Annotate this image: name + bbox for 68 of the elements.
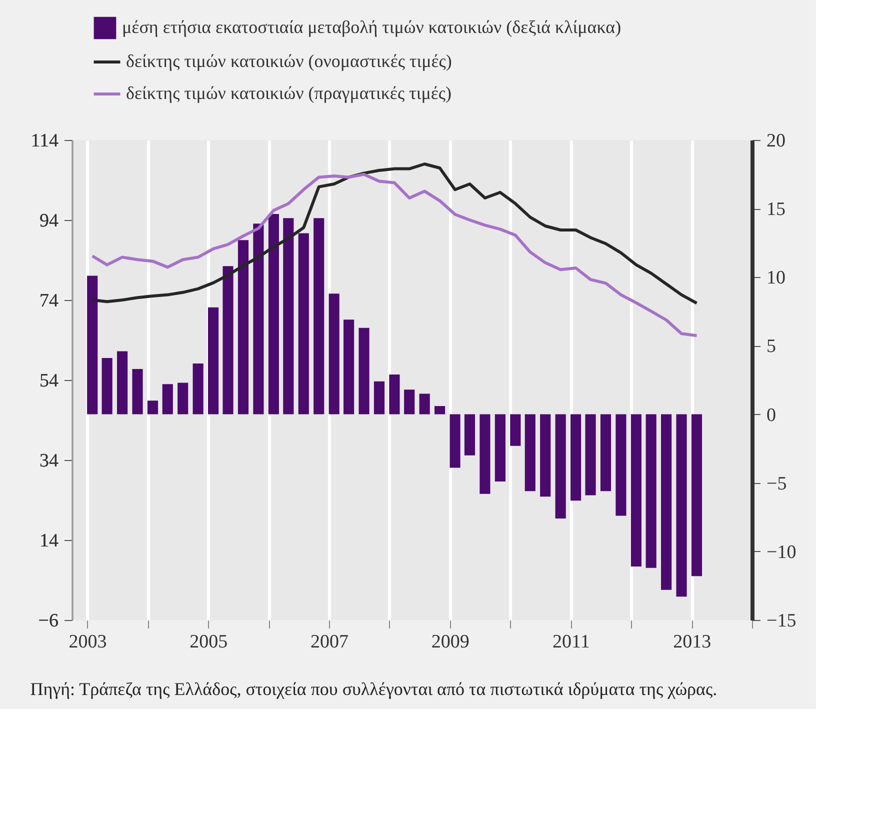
x-tick-label: 2005 — [190, 632, 228, 652]
bar — [192, 364, 204, 414]
y2-tick-label: −5 — [766, 473, 787, 494]
bar — [540, 414, 551, 497]
bar — [208, 307, 219, 414]
bar — [480, 414, 490, 494]
bar — [434, 406, 446, 414]
y2-tick-label: 15 — [766, 199, 786, 220]
bar — [222, 266, 234, 414]
y2-tick-label: −10 — [766, 542, 796, 563]
x-tick-label: 2011 — [552, 632, 590, 652]
bar — [253, 224, 264, 414]
bar — [389, 374, 400, 414]
line-series — [90, 162, 698, 305]
y-tick-label: 114 — [30, 130, 59, 152]
y-tick-label: 94 — [40, 210, 59, 232]
bar — [600, 414, 612, 492]
bar — [419, 394, 430, 414]
bar — [524, 414, 536, 492]
x-tick-label: 2013 — [673, 632, 712, 652]
legend-label: μέση ετήσια εκατοστιαία μεταβολή τιμών κατοικιών (δεξιά κλίμακα) — [122, 17, 622, 37]
bar — [147, 400, 158, 414]
x-tick-label: 2007 — [310, 632, 348, 652]
bar — [494, 414, 506, 482]
bar — [344, 320, 354, 414]
bar — [298, 233, 309, 414]
bar — [646, 414, 656, 568]
bar — [570, 414, 582, 501]
bar — [268, 214, 279, 414]
bar — [328, 294, 340, 414]
y2-tick-label: 20 — [766, 130, 786, 152]
bar — [283, 218, 294, 414]
bar — [102, 358, 112, 414]
bar — [555, 414, 566, 519]
bar — [661, 414, 672, 590]
y2-tick-label: −15 — [766, 610, 796, 632]
y-tick-label: 14 — [40, 530, 59, 552]
y2-tick-label: 0 — [766, 404, 776, 426]
x-tick-label: 2003 — [68, 632, 107, 652]
text: Πηγή: Τράπεζα της Ελλάδος, στοιχεία που συλλέγονται από τα πιστωτικά ιδρύματα της χώρας. — [30, 679, 718, 699]
bar — [374, 381, 385, 414]
y-tick-label: −6 — [38, 610, 58, 632]
y-tick-label: 54 — [40, 370, 59, 392]
bar — [585, 414, 596, 496]
bar — [630, 414, 642, 567]
legend-label: δείκτης τιμών κατοικιών (πραγματικές τιμές) — [126, 83, 452, 103]
bar — [691, 414, 702, 576]
y-tick-label: 34 — [40, 450, 59, 472]
bar — [162, 384, 173, 414]
y2-tick-label: 10 — [766, 268, 786, 289]
bar — [238, 240, 249, 414]
y2-tick-label: 5 — [766, 336, 776, 358]
bar — [178, 382, 188, 414]
legend-label: δείκτης τιμών κατοικιών (ονομαστικές τιμές) — [126, 51, 452, 71]
bar — [676, 414, 687, 597]
bar — [616, 414, 626, 516]
x-tick-label: 2009 — [431, 632, 470, 652]
y-tick-label: 74 — [40, 290, 59, 312]
bar — [358, 328, 370, 414]
bar — [464, 414, 476, 456]
bar — [510, 414, 521, 446]
bar — [87, 276, 98, 414]
bar — [132, 369, 143, 414]
line-series — [90, 172, 698, 338]
bar — [117, 351, 128, 414]
bar — [314, 218, 324, 414]
bar — [450, 414, 460, 468]
bar — [404, 390, 415, 414]
